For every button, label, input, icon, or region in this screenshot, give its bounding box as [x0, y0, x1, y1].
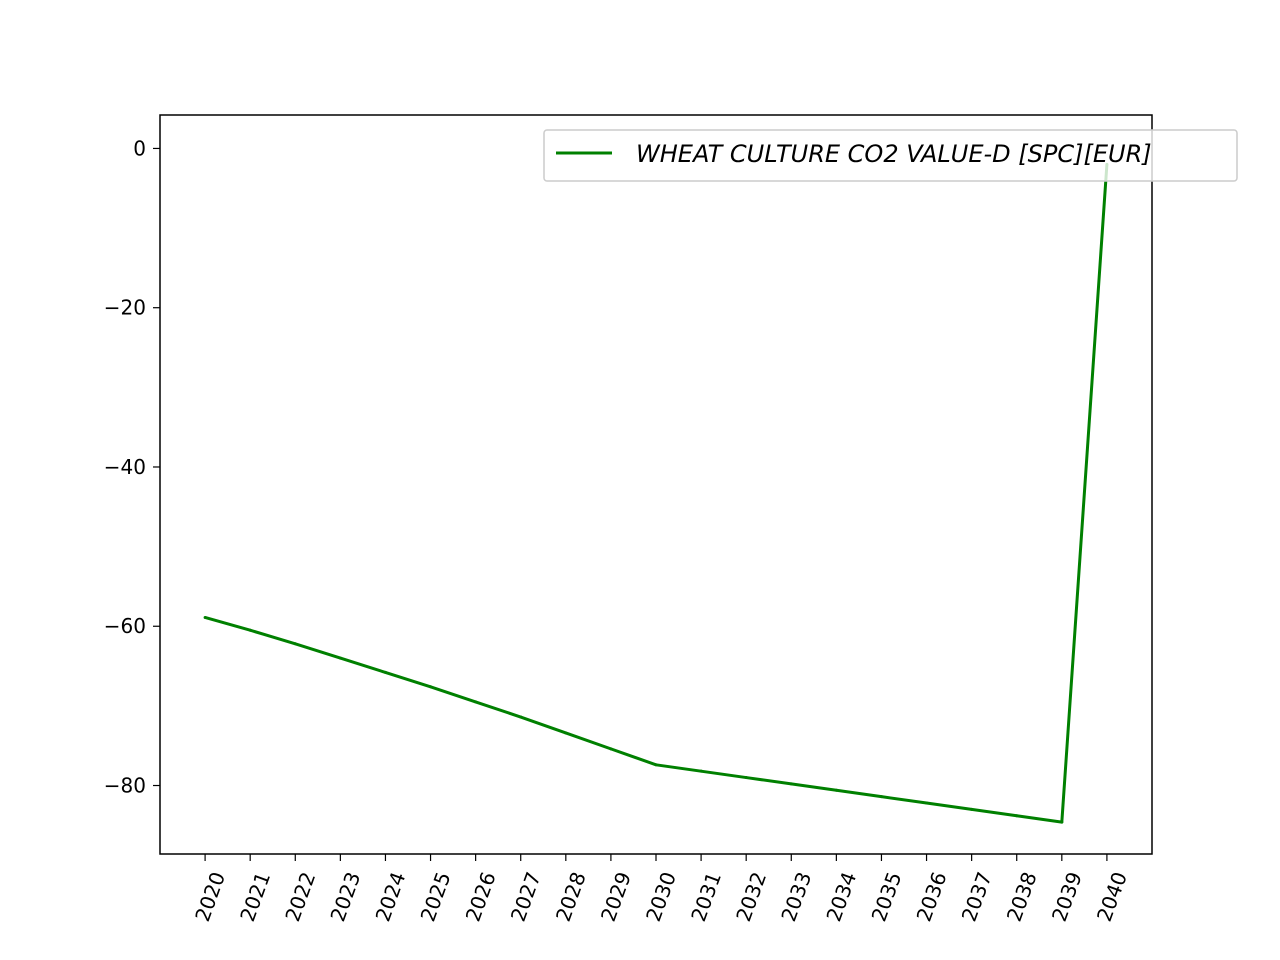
legend: WHEAT CULTURE CO2 VALUE-D [SPC][EUR]: [543, 129, 1238, 182]
data-point: [203, 615, 207, 619]
data-point: [519, 715, 523, 719]
data-point: [338, 656, 342, 660]
legend-label: WHEAT CULTURE CO2 VALUE-D [SPC][EUR]: [636, 140, 1152, 168]
data-point: [879, 795, 883, 799]
data-point: [429, 685, 433, 689]
data-point: [925, 801, 929, 805]
data-point: [654, 763, 658, 767]
data-point: [564, 731, 568, 735]
data-point: [248, 628, 252, 632]
y-tick-label: −80: [104, 774, 146, 798]
y-tick-label: 0: [133, 136, 146, 160]
y-tick-label: −40: [104, 455, 146, 479]
data-point: [293, 642, 297, 646]
data-point: [1015, 814, 1019, 818]
data-point: [609, 747, 613, 751]
data-point: [834, 788, 838, 792]
y-tick-label: −60: [104, 614, 146, 638]
data-point: [970, 807, 974, 811]
data-point: [383, 670, 387, 674]
legend-box: [543, 129, 1238, 182]
data-point: [789, 782, 793, 786]
y-axis: 0 −20 −40 −60 −80: [104, 136, 160, 798]
y-tick-label: −20: [104, 296, 146, 320]
data-point: [744, 776, 748, 780]
data-point: [699, 769, 703, 773]
data-point: [1060, 820, 1064, 824]
data-point: [474, 700, 478, 704]
